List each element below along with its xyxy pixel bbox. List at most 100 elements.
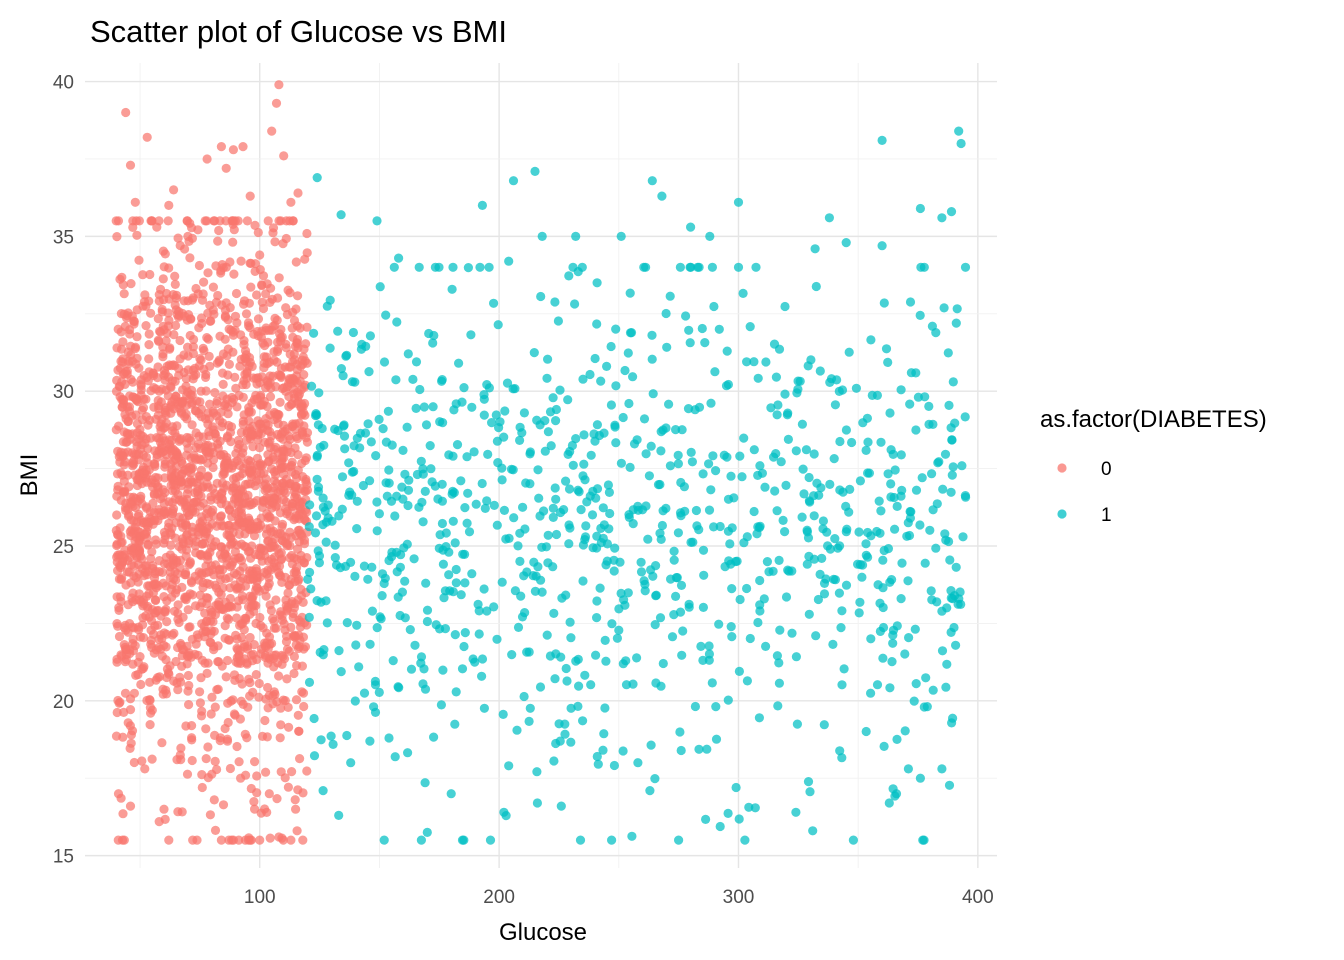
data-point-0: [157, 634, 167, 644]
data-point-0: [222, 530, 232, 540]
data-point-1: [549, 756, 559, 766]
data-point-0: [167, 435, 177, 445]
data-point-1: [890, 524, 900, 534]
data-point-1: [921, 673, 931, 683]
data-point-1: [529, 348, 539, 358]
data-point-1: [349, 466, 359, 477]
data-point-1: [778, 515, 788, 526]
data-point-0: [136, 491, 146, 501]
data-point-1: [781, 592, 792, 602]
data-point-1: [305, 567, 315, 578]
data-point-1: [700, 338, 710, 348]
data-point-1: [773, 701, 783, 711]
data-point-0: [113, 485, 123, 495]
data-point-0: [238, 142, 248, 152]
data-point-1: [467, 402, 477, 412]
data-point-1: [735, 594, 745, 605]
data-point-1: [842, 524, 852, 534]
data-point-1: [512, 725, 522, 735]
data-point-1: [707, 262, 718, 272]
data-point-1: [918, 835, 928, 845]
data-point-1: [855, 476, 866, 486]
data-point-0: [248, 574, 258, 584]
data-point-1: [766, 403, 776, 413]
data-point-1: [686, 447, 696, 457]
data-point-1: [951, 640, 961, 650]
data-point-0: [273, 293, 283, 303]
data-point-1: [577, 262, 587, 272]
data-point-1: [723, 695, 733, 705]
data-point-0: [220, 723, 230, 734]
data-point-1: [548, 512, 558, 523]
data-point-0: [299, 644, 309, 654]
chart-title: Scatter plot of Glucose vs BMI: [90, 14, 507, 49]
data-point-0: [277, 615, 287, 625]
data-point-0: [266, 383, 276, 393]
data-point-0: [200, 608, 210, 618]
data-point-1: [318, 493, 328, 503]
data-point-1: [304, 677, 315, 688]
data-point-0: [166, 408, 176, 418]
data-point-0: [250, 757, 260, 767]
data-point-1: [947, 435, 957, 445]
data-point-1: [769, 452, 779, 462]
data-point-0: [136, 679, 146, 690]
data-point-1: [739, 433, 749, 443]
data-point-1: [946, 487, 956, 497]
x-tick-label: 300: [723, 887, 755, 908]
data-point-1: [641, 501, 651, 511]
data-point-1: [479, 584, 489, 594]
data-point-1: [491, 410, 501, 420]
data-point-0: [197, 318, 207, 329]
data-point-0: [134, 509, 144, 519]
data-point-1: [492, 634, 502, 644]
data-point-0: [213, 657, 223, 667]
data-point-0: [117, 835, 128, 845]
data-point-1: [400, 576, 410, 586]
data-point-0: [213, 684, 223, 694]
data-point-1: [761, 357, 771, 367]
data-point-0: [259, 352, 269, 362]
data-point-0: [276, 336, 286, 346]
data-point-1: [542, 373, 552, 383]
data-point-1: [448, 587, 458, 597]
data-point-0: [188, 835, 198, 845]
data-point-0: [179, 367, 189, 378]
data-point-1: [447, 489, 457, 499]
data-point-1: [540, 446, 550, 456]
data-point-0: [256, 644, 267, 654]
data-point-0: [186, 576, 196, 586]
data-point-1: [381, 437, 391, 447]
data-point-1: [952, 304, 962, 314]
data-point-0: [290, 577, 300, 587]
data-point-1: [723, 808, 733, 819]
data-point-0: [124, 567, 134, 577]
data-point-0: [164, 518, 174, 528]
data-point-0: [182, 489, 192, 499]
data-point-0: [155, 327, 166, 337]
data-point-0: [159, 262, 169, 272]
data-point-1: [339, 431, 350, 441]
data-point-1: [564, 539, 574, 549]
data-point-1: [348, 327, 358, 338]
data-point-1: [797, 419, 808, 429]
data-point-1: [477, 478, 487, 489]
data-point-0: [153, 410, 163, 420]
data-point-0: [250, 524, 261, 534]
data-point-0: [247, 469, 257, 479]
data-point-0: [144, 354, 154, 364]
data-point-1: [900, 726, 910, 736]
data-point-1: [574, 681, 584, 691]
data-point-0: [254, 461, 264, 471]
data-point-1: [620, 600, 630, 610]
data-point-0: [202, 578, 212, 588]
data-point-0: [272, 794, 282, 804]
data-point-1: [519, 571, 529, 581]
data-point-0: [302, 322, 312, 332]
data-point-0: [112, 232, 122, 242]
data-point-0: [123, 718, 133, 728]
data-point-1: [411, 357, 422, 367]
data-point-0: [152, 433, 162, 443]
data-point-0: [240, 639, 250, 649]
data-point-0: [199, 277, 209, 287]
